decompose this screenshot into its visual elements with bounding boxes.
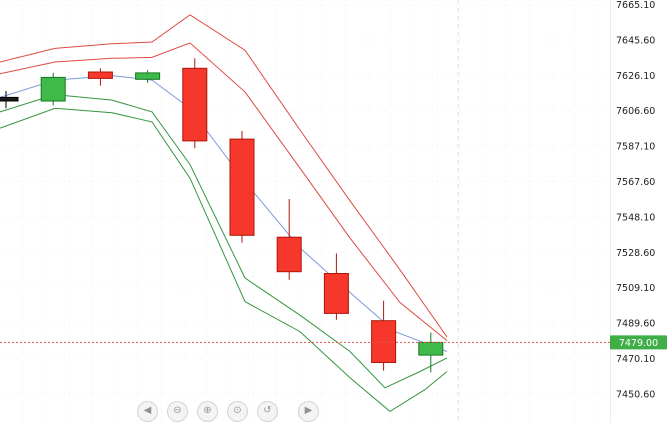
y-axis-tick-label: 7665.10 [616,0,655,11]
candle-body [418,341,444,356]
candle-down [87,68,113,86]
candle-body [371,320,397,364]
y-axis-tick-label: 7548.10 [616,212,655,223]
lower-band-inner-line [0,94,448,389]
upper-band-outer-line [0,14,448,338]
y-axis-tick-label: 7450.60 [616,389,655,400]
y-axis-tick-label: 7489.60 [616,319,655,330]
last-price-tag-bg [610,335,667,350]
y-axis-tick-label: 7509.10 [616,283,655,294]
upper-band-inner-line [0,42,448,341]
candle-body [276,236,302,273]
zoom-reset-button[interactable]: ↺ [257,401,278,422]
moving-average-mid-line [0,75,448,352]
candle-body [87,71,113,79]
y-axis-tick-label: 7567.60 [616,177,655,188]
candle-down [229,131,255,243]
candle-down [323,253,349,320]
candle-down [182,58,208,149]
last-price-tag: 7479.00 [610,335,667,350]
candle-up [40,72,66,106]
pan-right-button[interactable]: ▶ [298,401,319,422]
chart-navigation-toolbar: ◀ ⊖ ⊕ ⊙ ↺ ▶ [137,401,319,422]
candle-body [40,76,66,102]
candle-body [135,72,161,80]
candle-body [229,138,255,236]
y-axis-tick-label: 7626.10 [616,71,655,82]
candle-down [276,199,302,280]
y-axis-tick-label: 7645.60 [616,35,655,46]
y-axis-tick-label: 7470.10 [616,354,655,365]
candle-body [323,273,349,314]
candle-up [135,70,161,83]
zoom-out-button[interactable]: ⊖ [167,401,188,422]
y-axis-tick-label: 7606.60 [616,106,655,117]
candle-down [371,300,397,371]
zoom-in-button[interactable]: ⊕ [197,401,218,422]
y-axis-tick-label: 7587.10 [616,142,655,153]
candle-neutral [0,91,19,109]
last-price-value: 7479.00 [619,338,658,349]
candle-up [418,332,444,373]
zoom-selection-button[interactable]: ⊙ [227,401,248,422]
candle-body [182,67,208,142]
lower-band-outer-line [0,107,448,413]
pan-left-button[interactable]: ◀ [137,401,158,422]
candle-body [0,96,19,102]
y-axis-tick-label: 7528.60 [616,248,655,259]
